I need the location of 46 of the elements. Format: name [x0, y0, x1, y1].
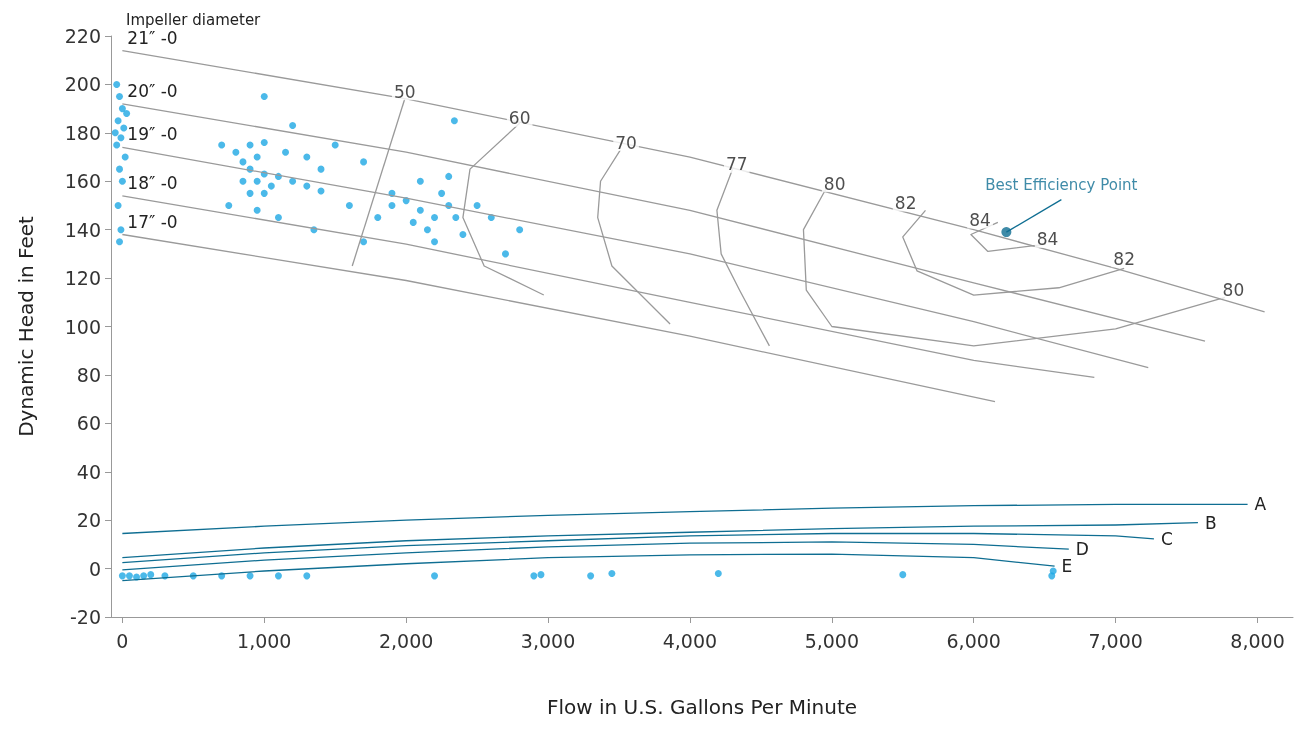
series-label: B	[1204, 512, 1217, 533]
annotation: 80	[1222, 280, 1245, 301]
x-tick-label: 5,000	[804, 629, 860, 652]
text: Impeller diameter	[126, 10, 262, 29]
y-tick-label: 180	[64, 121, 101, 144]
series-label: D	[1075, 539, 1089, 560]
annotation: 84	[969, 209, 991, 230]
x-tick-label: 3,000	[520, 629, 576, 652]
x-tick-label: 2,000	[378, 629, 434, 652]
series-label: C	[1160, 528, 1173, 549]
y-tick-label: 40	[76, 460, 101, 483]
y-tick-label: 80	[76, 363, 101, 386]
annotation: 77	[725, 154, 748, 175]
x-tick-label: 0	[116, 629, 129, 652]
y-tick-label: 0	[88, 557, 101, 580]
series-label: 19″ -0	[127, 124, 178, 145]
y-tick-label: 60	[76, 412, 101, 435]
x-tick-label: 8,000	[1230, 629, 1285, 652]
annotation: 82	[1113, 248, 1135, 269]
annotation: Best Efficiency Point	[985, 175, 1138, 194]
y-tick-label: 140	[64, 218, 101, 241]
x-tick-label: 4,000	[662, 629, 718, 652]
series-label: A	[1254, 494, 1267, 515]
y-tick-label: 100	[64, 315, 101, 338]
series-label: E	[1061, 556, 1073, 577]
annotation: 70	[615, 132, 637, 153]
x-tick-label: 1,000	[237, 629, 292, 652]
annotation: 84	[1036, 229, 1059, 250]
y-tick-label: 160	[64, 170, 101, 193]
annotation: 82	[894, 193, 917, 214]
y-tick-label: 220	[64, 25, 101, 47]
annotation: 50	[393, 81, 416, 102]
x-tick-label: 7,000	[1088, 629, 1143, 652]
x-tick-label: 6,000	[946, 629, 1001, 652]
annotation: 80	[823, 173, 846, 194]
y-tick-label: 120	[64, 267, 101, 290]
series-label: 21″ -0	[127, 27, 178, 48]
series-label: 17″ -0	[127, 211, 178, 232]
y-tick-label: -20	[69, 606, 101, 628]
series-label: 18″ -0	[127, 172, 178, 193]
y-axis-title: Dynamic Head in Feet	[14, 216, 38, 437]
annotation: 60	[508, 108, 531, 129]
y-tick-label: 200	[64, 73, 101, 96]
series-label: 20″ -0	[127, 80, 178, 101]
x-axis-title: Flow in U.S. Gallons Per Minute	[546, 695, 858, 719]
y-tick-label: 20	[76, 509, 101, 532]
